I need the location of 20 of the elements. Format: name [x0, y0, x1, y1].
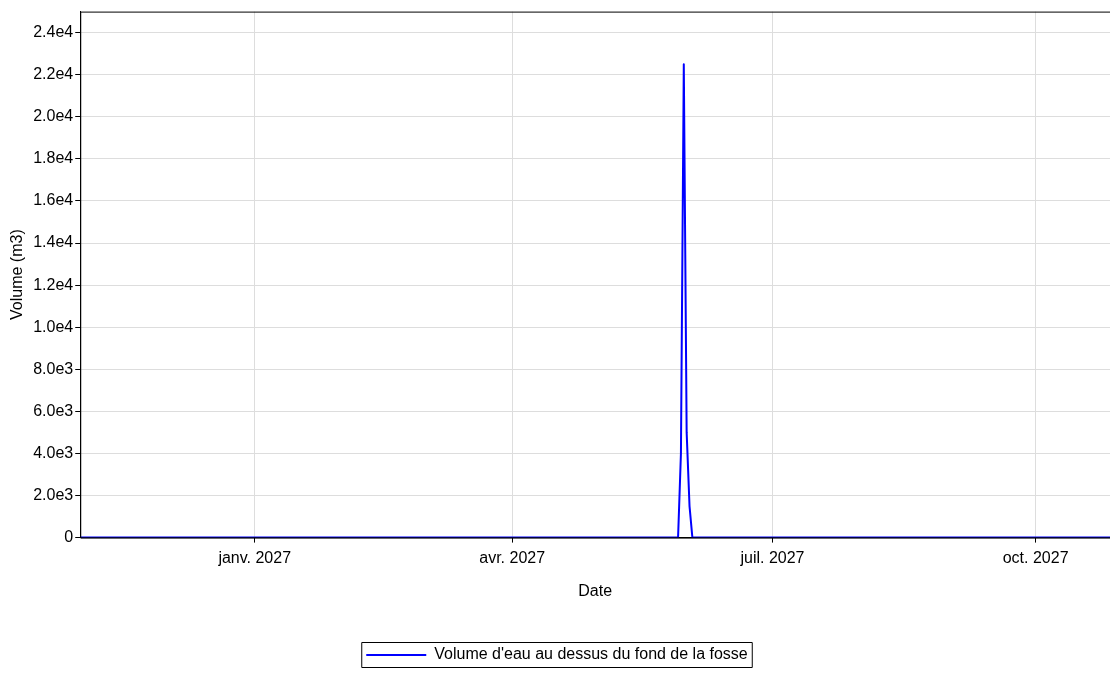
y-tick-label: 1.8e4: [33, 149, 74, 167]
x-tick-label: avr. 2027: [479, 548, 546, 566]
y-tick-label: 8.0e3: [33, 359, 74, 377]
y-tick-label: 4.0e3: [33, 443, 74, 461]
y-tick-label: 2.0e4: [33, 107, 74, 125]
y-tick-label: 2.4e4: [33, 23, 74, 41]
y-tick-label: 2.2e4: [33, 65, 74, 83]
y-tick-label: 1.4e4: [33, 233, 74, 251]
x-tick-label: oct. 2027: [1002, 548, 1069, 566]
y-tick-label: 0: [64, 528, 74, 546]
y-axis-title: Volume (m3): [8, 229, 26, 320]
y-tick-label: 1.2e4: [33, 275, 74, 293]
y-tick-label: 2.0e3: [33, 485, 74, 503]
x-axis-title: Date: [578, 581, 613, 599]
y-tick-label: 6.0e3: [33, 401, 74, 419]
legend-label: Volume d'eau au dessus du fond de la fosse: [434, 645, 748, 663]
y-tick-label: 1.0e4: [33, 317, 74, 335]
x-tick-label: janv. 2027: [217, 548, 292, 566]
x-tick-label: juil. 2027: [739, 548, 805, 566]
y-tick-label: 1.6e4: [33, 191, 74, 209]
